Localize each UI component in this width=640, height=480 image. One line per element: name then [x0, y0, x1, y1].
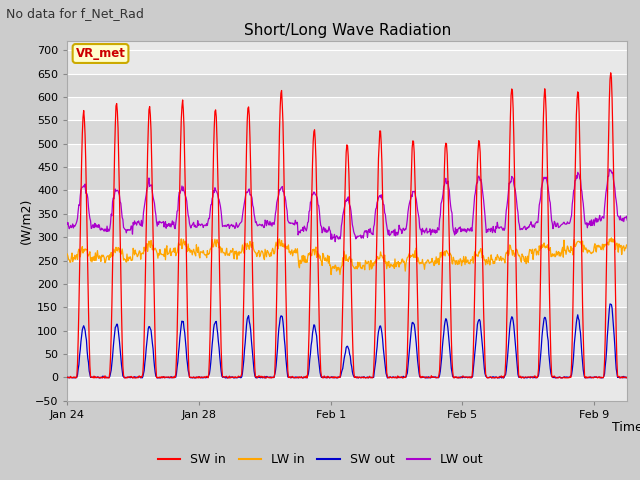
- Bar: [67, 377, 627, 401]
- Bar: [67, 354, 627, 377]
- Bar: [67, 237, 627, 261]
- Bar: [67, 307, 627, 331]
- Text: No data for f_Net_Rad: No data for f_Net_Rad: [6, 7, 144, 20]
- Y-axis label: (W/m2): (W/m2): [19, 198, 32, 244]
- Title: Short/Long Wave Radiation: Short/Long Wave Radiation: [244, 23, 451, 38]
- Bar: [67, 331, 627, 354]
- Text: VR_met: VR_met: [76, 47, 125, 60]
- Bar: [67, 120, 627, 144]
- Bar: [67, 284, 627, 307]
- Bar: [67, 191, 627, 214]
- Bar: [67, 144, 627, 167]
- Bar: [67, 214, 627, 237]
- Legend: SW in, LW in, SW out, LW out: SW in, LW in, SW out, LW out: [153, 448, 487, 471]
- Bar: [67, 97, 627, 120]
- Bar: [67, 50, 627, 73]
- X-axis label: Time: Time: [612, 420, 640, 433]
- Bar: [67, 73, 627, 97]
- Bar: [67, 167, 627, 191]
- Bar: [67, 261, 627, 284]
